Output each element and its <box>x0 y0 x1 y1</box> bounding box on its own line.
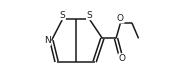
Text: O: O <box>118 54 125 63</box>
Text: O: O <box>117 14 124 23</box>
Text: N: N <box>44 36 51 45</box>
Text: S: S <box>87 11 92 20</box>
Text: S: S <box>60 11 65 20</box>
